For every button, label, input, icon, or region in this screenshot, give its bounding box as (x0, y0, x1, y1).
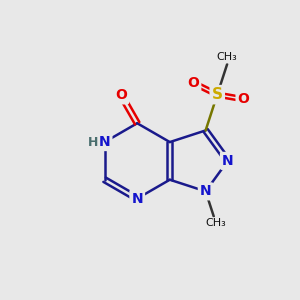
Text: H: H (88, 136, 98, 148)
Text: N: N (200, 184, 212, 198)
Text: CH₃: CH₃ (206, 218, 226, 228)
Text: S: S (212, 87, 223, 102)
Text: CH₃: CH₃ (217, 52, 238, 62)
Text: N: N (131, 191, 143, 206)
Text: O: O (238, 92, 249, 106)
Text: N: N (99, 135, 110, 149)
Text: O: O (188, 76, 199, 90)
Text: O: O (115, 88, 127, 102)
Text: N: N (222, 154, 234, 168)
